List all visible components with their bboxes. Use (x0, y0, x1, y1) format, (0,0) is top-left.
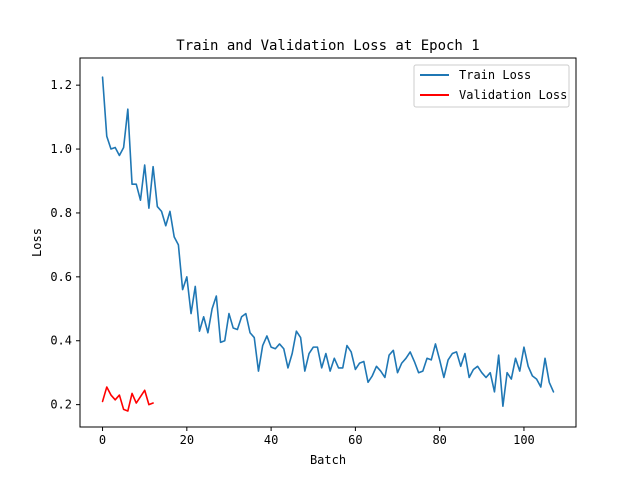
y-tick-label: 0.4 (50, 334, 72, 348)
y-tick-label: 0.8 (50, 206, 72, 220)
y-tick-label: 0.6 (50, 270, 72, 284)
x-tick-label: 80 (432, 433, 446, 447)
plot-frame (79, 57, 577, 428)
plot-area (80, 58, 576, 427)
x-tick-label: 40 (264, 433, 278, 447)
y-tick-label: 0.2 (50, 398, 72, 412)
y-tick-label: 1.0 (50, 142, 72, 156)
y-axis-ticks: 0.2 0.4 0.6 0.8 1.0 1.2 (50, 78, 80, 412)
x-tick-label: 0 (99, 433, 106, 447)
series-line-validation-loss (101, 386, 154, 412)
series-line-train-loss (101, 76, 555, 408)
series-layer (101, 76, 555, 412)
legend-label-validation: Validation Loss (459, 88, 567, 102)
x-tick-label: 20 (180, 433, 194, 447)
legend: Train Loss Validation Loss (413, 64, 570, 108)
x-axis-label: Batch (310, 453, 346, 467)
legend-label-train: Train Loss (459, 68, 531, 82)
x-tick-label: 60 (348, 433, 362, 447)
x-axis-ticks: 0 20 40 60 80 100 (99, 427, 535, 447)
y-axis-label: Loss (30, 228, 44, 257)
x-tick-label: 100 (513, 433, 535, 447)
legend-box (413, 64, 570, 108)
y-tick-label: 1.2 (50, 78, 72, 92)
chart-title: Train and Validation Loss at Epoch 1 (176, 38, 479, 54)
